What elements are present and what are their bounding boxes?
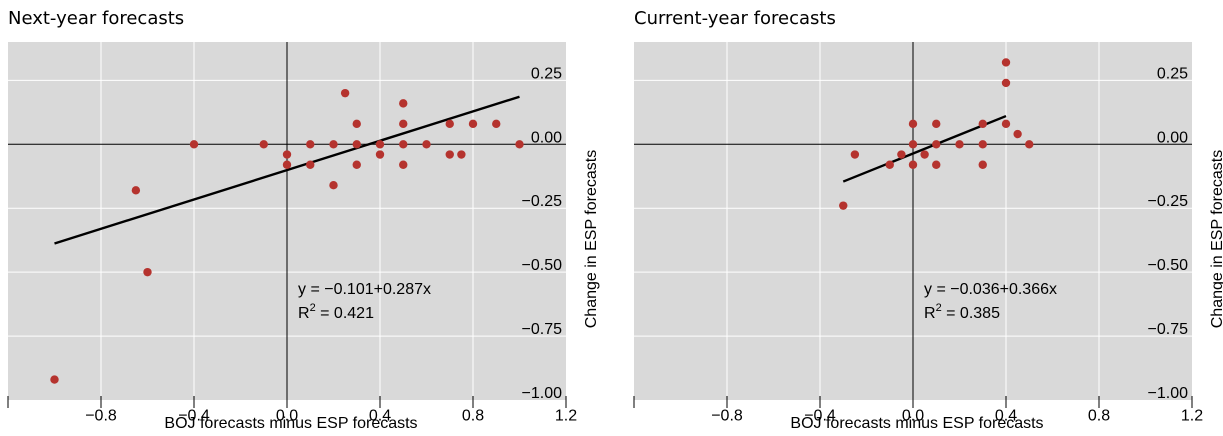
data-point (1013, 129, 1022, 139)
data-point (399, 160, 408, 169)
data-point (897, 150, 906, 159)
x-tick-label: 0.4 (369, 407, 391, 424)
y-tick-label: −0.75 (1148, 321, 1189, 338)
data-point (492, 119, 501, 129)
data-point (340, 88, 350, 98)
y-tick-label: −0.50 (522, 257, 563, 274)
y-tick-label: 0.00 (1157, 129, 1188, 146)
x-axis-label: BOJ forecasts minus ESP forecasts (790, 415, 1043, 432)
data-point (131, 186, 141, 195)
data-point (375, 150, 385, 159)
x-axis-label: BOJ forecasts minus ESP forecasts (164, 415, 417, 432)
data-point (908, 119, 918, 129)
x-tick-label: −0.8 (85, 407, 117, 424)
y-tick-label: −0.25 (1148, 193, 1189, 210)
y-tick-label: 0.25 (1157, 65, 1188, 82)
x-tick-label: 0.0 (276, 407, 298, 424)
data-point (352, 140, 361, 149)
data-point (306, 160, 315, 169)
x-tick-label: −0.4 (804, 407, 836, 424)
data-point (352, 119, 361, 129)
data-point (920, 150, 929, 159)
data-point (978, 140, 987, 149)
y-tick-label: 0.00 (531, 129, 562, 146)
data-point (306, 140, 315, 149)
y-tick-label: −0.75 (522, 321, 563, 338)
y-tick-label: −1.00 (522, 385, 563, 402)
x-tick-label: 0.8 (1088, 407, 1110, 424)
data-point (1001, 58, 1011, 67)
data-point (445, 119, 454, 129)
chart-title-next-year: Next-year forecasts (8, 8, 185, 29)
x-tick-label: 1.2 (555, 407, 577, 424)
x-tick-label: 1.2 (1181, 407, 1203, 424)
regression-line (54, 95, 520, 245)
data-point (189, 140, 199, 149)
data-point (850, 150, 860, 159)
data-point (978, 160, 987, 169)
x-tick-label: 0.8 (462, 407, 484, 424)
data-point (885, 160, 894, 169)
data-point (422, 140, 431, 149)
y-axis-label: Change in ESP forecasts (1209, 150, 1223, 328)
chart-panel-0: −0.8 −0.4 0.0 0.4 0.8 1.2 0.25 0.00 −0.25 −0.50 −0… (7, 42, 600, 432)
x-tick-label: −0.4 (178, 407, 210, 424)
data-point (468, 119, 478, 129)
data-point (329, 140, 338, 149)
regression-equation: y = −0.101+0.287x (298, 281, 431, 298)
r-squared: R2 = 0.421 (298, 302, 374, 322)
chart-panel-1: −0.8 −0.4 0.0 0.4 0.8 1.2 0.25 0.00 −0.25 −0.50 −0… (633, 42, 1223, 432)
x-tick-label: 0.4 (995, 407, 1017, 424)
chart-title-current-year: Current-year forecasts (634, 8, 836, 29)
regression-line (842, 114, 1007, 183)
data-point (955, 140, 964, 149)
data-point (375, 140, 385, 149)
data-point (50, 375, 59, 384)
data-point (932, 119, 941, 129)
data-point (282, 160, 292, 169)
y-tick-label: −0.50 (1148, 257, 1189, 274)
data-point (399, 119, 408, 129)
data-point (282, 150, 292, 159)
data-point (399, 140, 408, 149)
data-point (1001, 119, 1011, 129)
data-point (445, 150, 454, 159)
x-tick-label: −0.8 (711, 407, 743, 424)
y-tick-label: −1.00 (1148, 385, 1189, 402)
data-point (259, 140, 268, 149)
y-tick-label: 0.25 (531, 65, 562, 82)
y-tick-label: −0.25 (522, 193, 563, 210)
data-point (978, 119, 987, 129)
data-point (932, 160, 941, 169)
r-squared: R2 = 0.385 (924, 302, 1000, 322)
data-point (908, 140, 918, 149)
x-tick-label: 0.0 (902, 407, 924, 424)
data-point (1025, 140, 1034, 149)
data-point (329, 181, 338, 190)
data-point (457, 150, 466, 159)
data-point (515, 140, 524, 149)
data-point (352, 160, 361, 169)
data-point (1001, 78, 1011, 88)
regression-equation: y = −0.036+0.366x (924, 281, 1057, 298)
data-point (908, 160, 918, 169)
data-point (839, 201, 848, 210)
data-point (143, 267, 152, 277)
y-axis-label: Change in ESP forecasts (583, 150, 600, 328)
data-point (399, 99, 408, 108)
data-point (932, 140, 941, 149)
